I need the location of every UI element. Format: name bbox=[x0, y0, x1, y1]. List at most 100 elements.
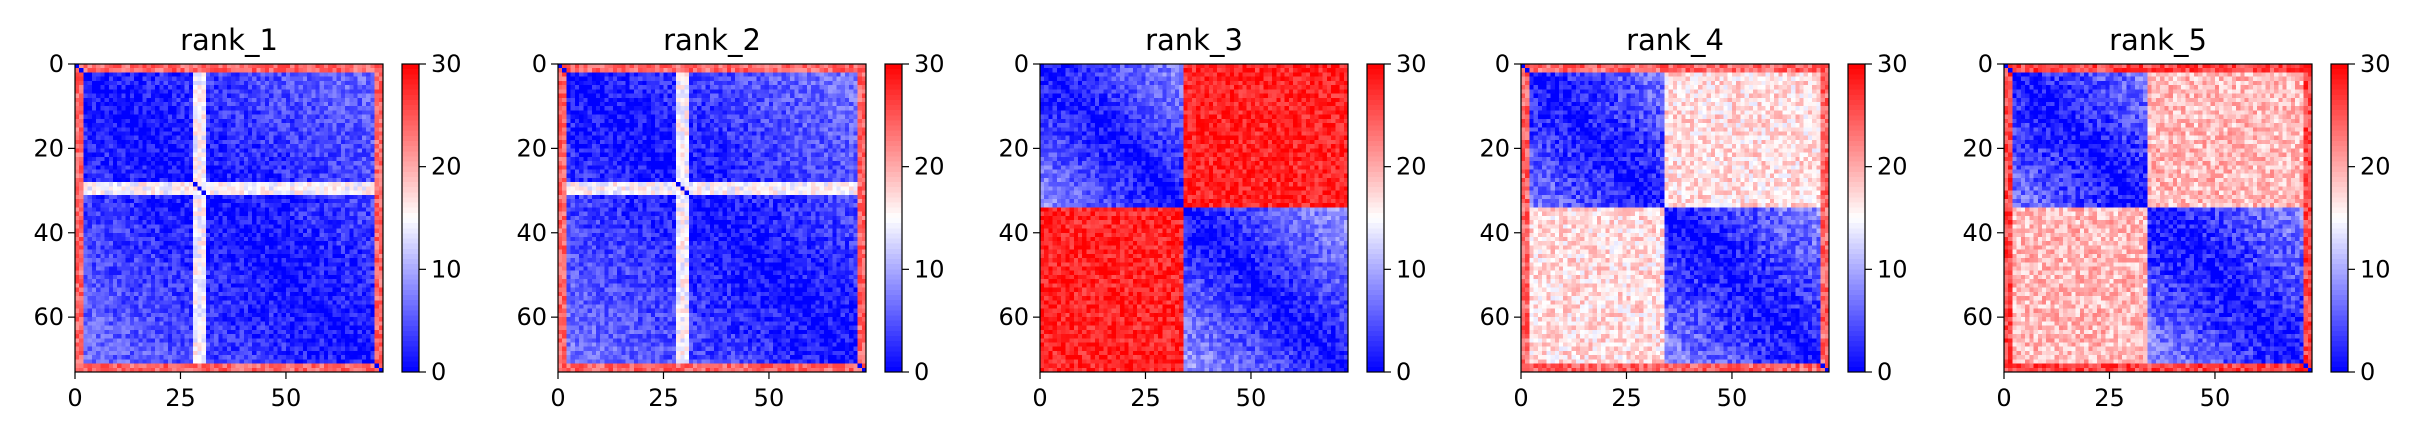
heatmap-cell bbox=[155, 161, 160, 166]
heatmap-cell bbox=[201, 156, 207, 162]
heatmap-cell bbox=[87, 93, 93, 99]
heatmap-cell bbox=[155, 114, 160, 120]
heatmap-cell bbox=[159, 308, 165, 314]
heatmap-cell bbox=[96, 312, 101, 318]
heatmap-cell bbox=[243, 232, 249, 238]
heatmap-cell bbox=[91, 199, 97, 204]
heatmap-cell bbox=[302, 245, 308, 251]
heatmap-cell bbox=[150, 101, 156, 107]
heatmap-cell bbox=[138, 245, 144, 251]
heatmap-cell bbox=[277, 266, 283, 272]
heatmap-cell bbox=[247, 241, 253, 247]
heatmap-cell bbox=[87, 350, 93, 356]
heatmap-cell bbox=[231, 85, 236, 90]
heatmap-cell bbox=[290, 182, 295, 187]
heatmap-cell bbox=[129, 135, 135, 141]
heatmap-cell bbox=[378, 283, 384, 289]
heatmap-cell bbox=[222, 253, 228, 259]
heatmap-cell bbox=[307, 93, 312, 99]
heatmap-cell bbox=[163, 346, 169, 352]
heatmap-cell bbox=[247, 236, 253, 242]
heatmap-cell bbox=[277, 296, 283, 301]
heatmap-cell bbox=[281, 266, 287, 272]
heatmap-cell bbox=[117, 266, 123, 272]
heatmap-cell bbox=[100, 76, 106, 82]
heatmap-cell bbox=[205, 228, 211, 234]
heatmap-cell bbox=[353, 127, 359, 133]
heatmap-cell bbox=[197, 296, 203, 301]
heatmap-cell bbox=[277, 325, 283, 331]
heatmap-cell bbox=[281, 287, 287, 293]
heatmap-cell bbox=[370, 135, 376, 141]
heatmap-cell bbox=[366, 325, 371, 331]
heatmap-cell bbox=[210, 199, 215, 204]
heatmap-cell bbox=[252, 300, 258, 306]
heatmap-cell bbox=[298, 253, 304, 259]
heatmap-cell bbox=[264, 329, 270, 335]
heatmap-cell bbox=[252, 270, 258, 276]
heatmap-cell bbox=[226, 93, 232, 99]
heatmap-cell bbox=[361, 101, 367, 107]
heatmap-cell bbox=[112, 317, 118, 322]
heatmap-cell bbox=[155, 236, 160, 242]
heatmap-cell bbox=[361, 334, 367, 339]
heatmap-cell bbox=[129, 89, 135, 95]
heatmap-cell bbox=[349, 118, 355, 124]
heatmap-cell bbox=[134, 317, 139, 322]
heatmap-cell bbox=[302, 232, 308, 238]
heatmap-cell bbox=[239, 274, 245, 280]
heatmap-cell bbox=[378, 144, 384, 149]
heatmap-cell bbox=[214, 203, 220, 209]
heatmap-cell bbox=[155, 72, 160, 78]
heatmap-cell bbox=[235, 165, 241, 171]
heatmap-cell bbox=[100, 346, 106, 352]
heatmap-cell bbox=[142, 308, 148, 314]
heatmap-cell bbox=[188, 274, 194, 280]
heatmap-cell bbox=[193, 304, 198, 310]
heatmap-cell bbox=[256, 232, 262, 238]
heatmap-cell bbox=[188, 253, 194, 259]
heatmap-cell bbox=[218, 64, 224, 69]
heatmap-cell bbox=[167, 215, 173, 221]
heatmap-cell bbox=[91, 118, 97, 124]
heatmap-cell bbox=[370, 325, 376, 331]
heatmap-cell bbox=[180, 274, 186, 280]
heatmap-cell bbox=[96, 350, 101, 356]
heatmap-cell bbox=[112, 279, 118, 284]
heatmap-cell bbox=[378, 203, 384, 209]
heatmap-cell bbox=[307, 165, 312, 171]
heatmap-cell bbox=[201, 296, 207, 301]
heatmap-cell bbox=[247, 165, 253, 171]
heatmap-cell bbox=[319, 173, 325, 179]
heatmap-cell bbox=[205, 114, 211, 120]
heatmap-cell bbox=[336, 245, 342, 251]
heatmap-cell bbox=[188, 89, 194, 95]
heatmap-cell bbox=[125, 312, 131, 318]
heatmap-cell bbox=[112, 156, 118, 162]
heatmap-cell bbox=[264, 279, 270, 284]
heatmap-cell bbox=[252, 165, 258, 171]
heatmap-cell bbox=[273, 203, 279, 209]
heatmap-cell bbox=[243, 321, 249, 327]
heatmap-cell bbox=[370, 186, 376, 192]
heatmap-cell bbox=[323, 194, 329, 200]
heatmap-cell bbox=[378, 241, 384, 247]
heatmap-cell bbox=[100, 253, 106, 259]
heatmap-cell bbox=[134, 232, 139, 238]
heatmap-cell bbox=[197, 266, 203, 272]
heatmap-cell bbox=[349, 80, 355, 86]
heatmap-cell bbox=[285, 144, 291, 149]
heatmap-cell bbox=[222, 258, 228, 263]
heatmap-cell bbox=[336, 258, 342, 263]
heatmap-cell bbox=[340, 258, 346, 263]
heatmap-cell bbox=[104, 76, 110, 82]
heatmap-cell bbox=[184, 211, 190, 217]
heatmap-cell bbox=[269, 215, 274, 221]
heatmap-cell bbox=[214, 182, 220, 187]
heatmap-cell bbox=[163, 85, 169, 90]
heatmap-cell bbox=[357, 253, 363, 259]
heatmap-cell bbox=[218, 253, 224, 259]
heatmap-cell bbox=[328, 139, 333, 145]
heatmap-cell bbox=[231, 258, 236, 263]
